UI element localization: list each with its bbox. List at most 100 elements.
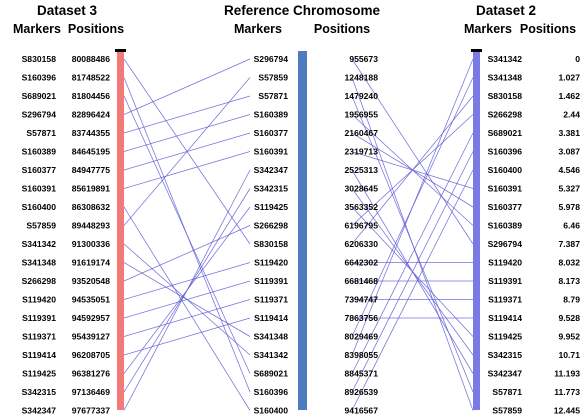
- marker-label: S119420: [488, 258, 522, 268]
- marker-label: S160396: [254, 387, 289, 397]
- position-label: 5.327: [558, 184, 580, 194]
- marker-label: S160389: [254, 110, 289, 120]
- position-label: 95439127: [72, 332, 110, 342]
- position-label: 2525313: [345, 165, 379, 175]
- position-label: 80088486: [72, 54, 110, 64]
- dataset2-title: Dataset 2: [476, 3, 536, 18]
- marker-label: S57859: [258, 73, 288, 83]
- position-label: 2319713: [345, 147, 379, 157]
- marker-label: S160400: [488, 165, 523, 175]
- position-label: 3.381: [558, 128, 580, 138]
- position-label: 6642302: [345, 258, 379, 268]
- marker-label: S830158: [488, 91, 523, 101]
- marker-label: S119420: [254, 258, 288, 268]
- marker-label: S689021: [488, 128, 523, 138]
- marker-label: S160377: [488, 202, 523, 212]
- position-label: 3028645: [345, 184, 379, 194]
- connector-line: [123, 58, 251, 115]
- connector-line: [123, 299, 251, 337]
- connectors-left: [123, 58, 251, 411]
- marker-label: S266298: [254, 221, 289, 231]
- reference-title: Reference Chromosome: [224, 3, 381, 18]
- position-label: 83744355: [72, 128, 110, 138]
- marker-label: S160377: [22, 165, 57, 175]
- position-label: 6.46: [563, 221, 580, 231]
- connector-line: [351, 58, 474, 356]
- position-label: 9.528: [558, 313, 580, 323]
- marker-label: S342315: [488, 350, 523, 360]
- position-label: 3.087: [558, 147, 580, 157]
- reference-rows: S296794 955673 S57859 1248188 S57871 1479240 S…: [254, 54, 379, 415]
- connector-line: [351, 132, 474, 374]
- marker-label: S119371: [22, 332, 56, 342]
- connector-line: [123, 114, 251, 152]
- marker-label: S119391: [22, 313, 56, 323]
- position-label: 9.952: [558, 332, 580, 342]
- position-label: 8.032: [558, 258, 580, 268]
- connector-line: [351, 58, 474, 245]
- position-label: 3563352: [345, 202, 379, 212]
- position-label: 8926539: [345, 387, 379, 397]
- connectors-right: [351, 58, 474, 411]
- marker-label: S119414: [488, 313, 522, 323]
- position-label: 97677337: [72, 406, 110, 415]
- marker-label: S119371: [254, 295, 288, 305]
- connector-line: [123, 151, 251, 189]
- position-label: 8.173: [558, 276, 580, 286]
- position-label: 2.44: [563, 110, 580, 120]
- dataset3-bar-cap: [115, 49, 126, 52]
- marker-label: S266298: [488, 110, 523, 120]
- position-label: 8845371: [345, 369, 379, 379]
- position-label: 82896424: [72, 110, 110, 120]
- position-label: 7394747: [345, 295, 379, 305]
- position-label: 6681468: [345, 276, 379, 286]
- connector-line: [123, 317, 251, 356]
- position-label: 8029469: [345, 332, 379, 342]
- dataset2-positions-header: Positions: [520, 22, 576, 36]
- dataset3-positions-header: Positions: [68, 22, 124, 36]
- position-label: 84645195: [72, 147, 110, 157]
- marker-label: S160389: [22, 147, 57, 157]
- position-label: 94592957: [72, 313, 110, 323]
- marker-label: S341348: [254, 332, 289, 342]
- position-label: 1956955: [345, 110, 379, 120]
- position-label: 81804456: [72, 91, 110, 101]
- position-label: 86308632: [72, 202, 110, 212]
- position-label: 9416567: [345, 406, 379, 415]
- connector-line: [351, 169, 474, 411]
- dataset2-chromosome-bar: [473, 52, 480, 410]
- marker-label: S342347: [22, 406, 57, 415]
- position-label: 8398055: [345, 350, 379, 360]
- marker-label: S57871: [492, 387, 522, 397]
- dataset3-chromosome-bar: [117, 52, 124, 410]
- marker-label: S160396: [488, 147, 523, 157]
- position-label: 12.445: [554, 406, 581, 415]
- position-label: 6196795: [345, 221, 379, 231]
- position-label: 6206330: [345, 239, 379, 249]
- marker-label: S119425: [254, 202, 288, 212]
- marker-label: S342347: [488, 369, 523, 379]
- position-label: 4.546: [558, 165, 580, 175]
- position-label: 5.978: [558, 202, 580, 212]
- position-label: 7863756: [345, 313, 379, 323]
- marker-label: S160400: [22, 202, 57, 212]
- marker-label: S57859: [492, 406, 522, 415]
- connector-line: [123, 169, 251, 411]
- marker-label: S119391: [254, 276, 288, 286]
- marker-label: S57859: [26, 221, 56, 231]
- connector-line: [123, 280, 251, 319]
- position-label: 1479240: [345, 91, 379, 101]
- position-label: 11.773: [554, 387, 580, 397]
- marker-label: S296794: [488, 239, 523, 249]
- marker-label: S160391: [254, 147, 289, 157]
- position-label: 1.027: [558, 73, 580, 83]
- position-label: 94535051: [72, 295, 110, 305]
- position-label: 10.71: [558, 350, 580, 360]
- marker-label: S342315: [22, 387, 57, 397]
- marker-label: S119425: [488, 332, 522, 342]
- marker-label: S296794: [22, 110, 57, 120]
- position-label: 2160467: [345, 128, 379, 138]
- position-label: 91300336: [72, 239, 110, 249]
- marker-label: S160377: [254, 128, 289, 138]
- dataset2-markers-header: Markers: [464, 22, 512, 36]
